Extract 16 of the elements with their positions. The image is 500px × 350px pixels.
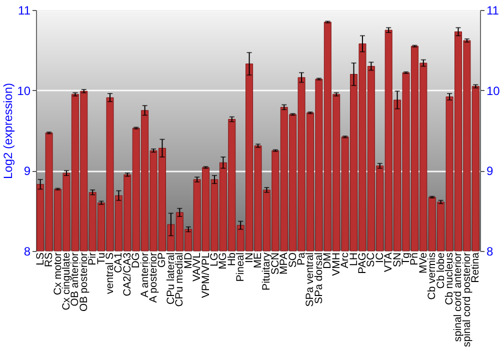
- x-tick-label: OB posterior: [78, 252, 90, 312]
- y-tick-label: 9: [24, 164, 31, 178]
- y2-tick-label: 8: [486, 244, 494, 258]
- y2-tick-label: 9: [486, 164, 494, 178]
- x-tick-label: RS: [43, 252, 56, 268]
- y2-tick-label: 10: [486, 84, 500, 98]
- y-axis-title: Log2 (expression): [1, 82, 16, 180]
- y2-tick-label: 11: [486, 4, 500, 18]
- y-tick-label: 8: [24, 244, 31, 258]
- x-tick-label: IC: [374, 252, 386, 263]
- x-tick-label: SPa dorsal: [312, 252, 325, 304]
- y-tick-label: 11: [18, 4, 31, 18]
- x-tick-label: Tg: [400, 252, 412, 265]
- y-tick-label: 10: [17, 84, 31, 98]
- x-tick-label: A posterior: [148, 252, 160, 303]
- x-tick-label: DG: [130, 252, 142, 268]
